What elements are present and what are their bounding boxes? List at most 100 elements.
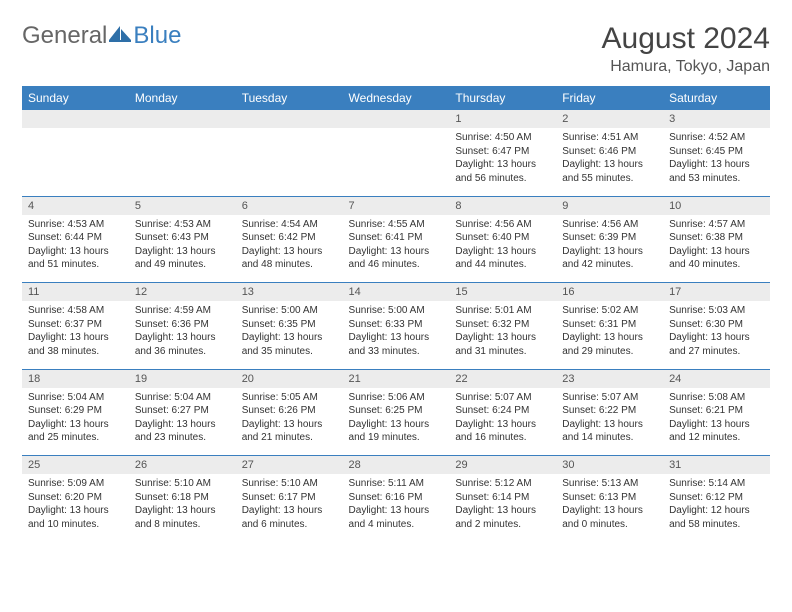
day-info: Sunrise: 4:56 AMSunset: 6:40 PMDaylight:… — [449, 215, 556, 278]
day-cell: Sunrise: 5:01 AMSunset: 6:32 PMDaylight:… — [449, 301, 556, 369]
day-number: 11 — [22, 283, 129, 302]
info-row: Sunrise: 4:50 AMSunset: 6:47 PMDaylight:… — [22, 128, 770, 196]
day-info: Sunrise: 5:12 AMSunset: 6:14 PMDaylight:… — [449, 474, 556, 537]
day-cell: Sunrise: 4:56 AMSunset: 6:40 PMDaylight:… — [449, 215, 556, 283]
day-number: 21 — [343, 369, 450, 388]
day-cell: Sunrise: 5:08 AMSunset: 6:21 PMDaylight:… — [663, 388, 770, 456]
day-number: 3 — [663, 110, 770, 129]
empty-cell — [236, 128, 343, 196]
day-cell: Sunrise: 4:50 AMSunset: 6:47 PMDaylight:… — [449, 128, 556, 196]
empty-cell — [129, 128, 236, 196]
daynum-row: 11121314151617 — [22, 283, 770, 302]
title-block: August 2024 Hamura, Tokyo, Japan — [602, 22, 770, 76]
day-cell: Sunrise: 4:53 AMSunset: 6:43 PMDaylight:… — [129, 215, 236, 283]
day-cell: Sunrise: 5:04 AMSunset: 6:27 PMDaylight:… — [129, 388, 236, 456]
weekday-header: Saturday — [663, 87, 770, 110]
day-info: Sunrise: 4:53 AMSunset: 6:43 PMDaylight:… — [129, 215, 236, 278]
weekday-header: Sunday — [22, 87, 129, 110]
weekday-header: Tuesday — [236, 87, 343, 110]
day-cell: Sunrise: 4:58 AMSunset: 6:37 PMDaylight:… — [22, 301, 129, 369]
day-number: 14 — [343, 283, 450, 302]
day-cell: Sunrise: 4:59 AMSunset: 6:36 PMDaylight:… — [129, 301, 236, 369]
info-row: Sunrise: 4:58 AMSunset: 6:37 PMDaylight:… — [22, 301, 770, 369]
location-label: Hamura, Tokyo, Japan — [602, 58, 770, 76]
day-number: 24 — [663, 369, 770, 388]
day-number: 29 — [449, 456, 556, 475]
daynum-row: 18192021222324 — [22, 369, 770, 388]
day-cell: Sunrise: 5:05 AMSunset: 6:26 PMDaylight:… — [236, 388, 343, 456]
day-info: Sunrise: 5:10 AMSunset: 6:17 PMDaylight:… — [236, 474, 343, 537]
header: General Blue August 2024 Hamura, Tokyo, … — [22, 22, 770, 76]
day-info: Sunrise: 5:00 AMSunset: 6:35 PMDaylight:… — [236, 301, 343, 364]
day-number: 12 — [129, 283, 236, 302]
day-info: Sunrise: 5:06 AMSunset: 6:25 PMDaylight:… — [343, 388, 450, 451]
empty-cell — [22, 128, 129, 196]
day-number: 2 — [556, 110, 663, 129]
day-cell: Sunrise: 5:00 AMSunset: 6:35 PMDaylight:… — [236, 301, 343, 369]
day-number: 6 — [236, 196, 343, 215]
day-number: 16 — [556, 283, 663, 302]
empty-day-number — [22, 110, 129, 129]
day-info: Sunrise: 5:14 AMSunset: 6:12 PMDaylight:… — [663, 474, 770, 537]
day-number: 8 — [449, 196, 556, 215]
brand-part2: Blue — [133, 22, 181, 50]
empty-day-number — [343, 110, 450, 129]
day-cell: Sunrise: 4:51 AMSunset: 6:46 PMDaylight:… — [556, 128, 663, 196]
day-number: 1 — [449, 110, 556, 129]
day-cell: Sunrise: 4:56 AMSunset: 6:39 PMDaylight:… — [556, 215, 663, 283]
day-number: 15 — [449, 283, 556, 302]
day-cell: Sunrise: 5:00 AMSunset: 6:33 PMDaylight:… — [343, 301, 450, 369]
weekday-header: Friday — [556, 87, 663, 110]
month-title: August 2024 — [602, 22, 770, 56]
day-info: Sunrise: 5:07 AMSunset: 6:22 PMDaylight:… — [556, 388, 663, 451]
day-cell: Sunrise: 5:13 AMSunset: 6:13 PMDaylight:… — [556, 474, 663, 542]
day-info: Sunrise: 4:57 AMSunset: 6:38 PMDaylight:… — [663, 215, 770, 278]
day-cell: Sunrise: 5:04 AMSunset: 6:29 PMDaylight:… — [22, 388, 129, 456]
day-number: 30 — [556, 456, 663, 475]
day-info: Sunrise: 5:04 AMSunset: 6:29 PMDaylight:… — [22, 388, 129, 451]
day-number: 18 — [22, 369, 129, 388]
weekday-header: Thursday — [449, 87, 556, 110]
weekday-header-row: SundayMondayTuesdayWednesdayThursdayFrid… — [22, 87, 770, 110]
info-row: Sunrise: 4:53 AMSunset: 6:44 PMDaylight:… — [22, 215, 770, 283]
empty-cell — [343, 128, 450, 196]
day-cell: Sunrise: 4:52 AMSunset: 6:45 PMDaylight:… — [663, 128, 770, 196]
empty-day-number — [236, 110, 343, 129]
day-info: Sunrise: 4:58 AMSunset: 6:37 PMDaylight:… — [22, 301, 129, 364]
day-info: Sunrise: 4:56 AMSunset: 6:39 PMDaylight:… — [556, 215, 663, 278]
day-info: Sunrise: 4:59 AMSunset: 6:36 PMDaylight:… — [129, 301, 236, 364]
day-cell: Sunrise: 5:10 AMSunset: 6:17 PMDaylight:… — [236, 474, 343, 542]
day-number: 31 — [663, 456, 770, 475]
day-cell: Sunrise: 4:57 AMSunset: 6:38 PMDaylight:… — [663, 215, 770, 283]
day-cell: Sunrise: 5:07 AMSunset: 6:22 PMDaylight:… — [556, 388, 663, 456]
day-number: 10 — [663, 196, 770, 215]
day-number: 25 — [22, 456, 129, 475]
day-number: 28 — [343, 456, 450, 475]
day-cell: Sunrise: 5:11 AMSunset: 6:16 PMDaylight:… — [343, 474, 450, 542]
day-cell: Sunrise: 5:09 AMSunset: 6:20 PMDaylight:… — [22, 474, 129, 542]
day-info: Sunrise: 5:07 AMSunset: 6:24 PMDaylight:… — [449, 388, 556, 451]
info-row: Sunrise: 5:04 AMSunset: 6:29 PMDaylight:… — [22, 388, 770, 456]
sail-icon — [109, 26, 131, 42]
day-info: Sunrise: 5:03 AMSunset: 6:30 PMDaylight:… — [663, 301, 770, 364]
day-cell: Sunrise: 5:10 AMSunset: 6:18 PMDaylight:… — [129, 474, 236, 542]
day-cell: Sunrise: 4:53 AMSunset: 6:44 PMDaylight:… — [22, 215, 129, 283]
day-number: 13 — [236, 283, 343, 302]
day-info: Sunrise: 5:10 AMSunset: 6:18 PMDaylight:… — [129, 474, 236, 537]
day-cell: Sunrise: 5:12 AMSunset: 6:14 PMDaylight:… — [449, 474, 556, 542]
empty-day-number — [129, 110, 236, 129]
day-number: 22 — [449, 369, 556, 388]
weekday-header: Monday — [129, 87, 236, 110]
day-info: Sunrise: 4:53 AMSunset: 6:44 PMDaylight:… — [22, 215, 129, 278]
day-info: Sunrise: 5:02 AMSunset: 6:31 PMDaylight:… — [556, 301, 663, 364]
day-info: Sunrise: 4:55 AMSunset: 6:41 PMDaylight:… — [343, 215, 450, 278]
calendar-table: SundayMondayTuesdayWednesdayThursdayFrid… — [22, 86, 770, 542]
day-info: Sunrise: 5:05 AMSunset: 6:26 PMDaylight:… — [236, 388, 343, 451]
day-number: 23 — [556, 369, 663, 388]
day-info: Sunrise: 4:50 AMSunset: 6:47 PMDaylight:… — [449, 128, 556, 191]
brand-logo: General Blue — [22, 22, 181, 50]
day-number: 27 — [236, 456, 343, 475]
day-cell: Sunrise: 5:02 AMSunset: 6:31 PMDaylight:… — [556, 301, 663, 369]
day-info: Sunrise: 5:13 AMSunset: 6:13 PMDaylight:… — [556, 474, 663, 537]
day-info: Sunrise: 4:51 AMSunset: 6:46 PMDaylight:… — [556, 128, 663, 191]
